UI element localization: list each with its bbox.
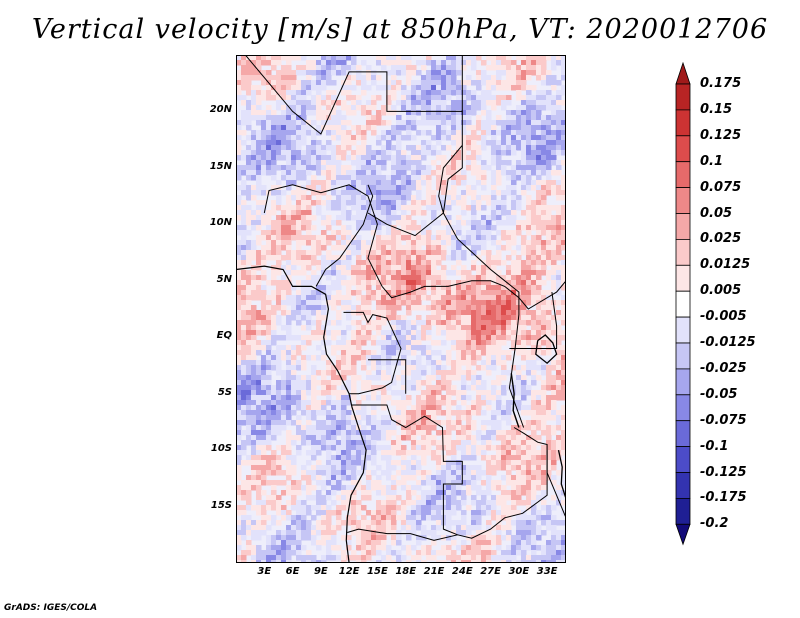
border-drc-north — [381, 280, 566, 310]
lon-tick-label: 21E — [423, 566, 445, 577]
colorbar-segment — [675, 316, 691, 344]
colorbar-tick-label: -0.125 — [700, 464, 747, 480]
lon-tick-label: 33E — [536, 566, 558, 577]
lon-tick-label: 24E — [451, 566, 473, 577]
border-chad-sudan — [438, 111, 463, 214]
lon-tick-label: 30E — [508, 566, 530, 577]
lat-tick-label: 10S — [210, 443, 232, 455]
colorbar-tick-label: 0.125 — [700, 127, 742, 143]
chart-title: Vertical velocity [m/s] at 850hPa, VT: 2… — [31, 14, 769, 45]
lon-tick-label: 9E — [313, 566, 328, 577]
colorbar-min-arrow — [675, 523, 691, 546]
colorbar-tick-label: -0.05 — [700, 386, 738, 402]
colorbar-tick-label: 0.05 — [700, 205, 733, 221]
colorbar-tick-label: 0.15 — [700, 101, 733, 117]
lon-tick-label: 6E — [285, 566, 300, 577]
footer-credit: GrADS: IGES/COLA — [4, 603, 98, 613]
colorbar-tick-label: 0.005 — [700, 283, 742, 299]
lat-tick-label: EQ — [216, 330, 232, 342]
colorbar-segment — [675, 446, 691, 473]
colorbar-tick-label: 0.175 — [700, 76, 742, 91]
colorbar-tick-label: 0.1 — [700, 153, 724, 169]
lat-tick-label: 20N — [209, 104, 232, 116]
coastline — [236, 265, 367, 563]
lake-malawi — [557, 449, 566, 499]
lon-tick-label: 12E — [338, 566, 360, 577]
colorbar-tick-label: 0.075 — [700, 179, 742, 195]
colorbar-segment — [675, 497, 691, 525]
colorbar-tick-label: -0.0125 — [700, 335, 756, 350]
colorbar-segment — [675, 109, 691, 137]
border-angola-namibia — [347, 528, 458, 541]
colorbar-tick-label: -0.2 — [700, 516, 729, 532]
colorbar-tick-label: -0.075 — [700, 412, 747, 428]
colorbar-tick-label: -0.025 — [700, 360, 747, 376]
velocity-field — [236, 55, 566, 563]
border-north — [245, 55, 463, 135]
colorbar-segment — [675, 213, 691, 240]
colorbar-tick-label: -0.175 — [700, 490, 747, 506]
colorbar-segment — [675, 368, 691, 396]
colorbar-segment — [675, 290, 691, 318]
colorbar-tick-label: 0.025 — [700, 231, 742, 247]
colorbar-tick-label: 0.0125 — [700, 257, 751, 273]
border-cameroon — [315, 184, 374, 287]
colorbar-tick-label: -0.005 — [700, 309, 747, 325]
colorbar-segment — [675, 83, 691, 111]
border-car-sudan — [367, 212, 525, 428]
lat-tick-label: 5S — [217, 386, 232, 398]
border-nigeria-chad — [263, 184, 383, 287]
lake-tanganyika — [510, 373, 520, 428]
lon-tick-label: 27E — [480, 566, 501, 577]
colorbar — [675, 62, 691, 546]
lake-victoria — [535, 334, 558, 365]
river-border-1 — [368, 359, 407, 394]
map-frame — [236, 55, 566, 563]
colorbar-segment — [675, 420, 691, 448]
lon-tick-label: 15E — [367, 566, 388, 577]
colorbar-segment — [675, 342, 691, 370]
colorbar-segment — [675, 187, 691, 214]
border-gabon-congo — [343, 311, 402, 395]
lon-tick-label: 18E — [395, 566, 417, 577]
colorbar-segment — [675, 161, 691, 188]
colorbar-segment — [675, 264, 691, 292]
colorbar-segment — [675, 394, 691, 422]
lat-tick-label: 15S — [210, 499, 232, 511]
lat-tick-label: 10N — [209, 217, 232, 229]
colorbar-segment — [675, 472, 691, 499]
border-uganda — [509, 292, 558, 349]
colorbar-segment — [675, 135, 691, 163]
colorbar-segment — [675, 238, 691, 266]
lat-tick-label: 5N — [216, 273, 232, 285]
colorbar-max-arrow — [675, 62, 691, 85]
border-tanzania — [513, 427, 566, 518]
border-angola-drc-zambia — [352, 404, 548, 539]
lon-tick-label: 3E — [257, 566, 272, 577]
lat-tick-label: 15N — [209, 160, 232, 172]
map-plot-area — [236, 55, 566, 563]
colorbar-tick-label: -0.1 — [700, 438, 729, 454]
